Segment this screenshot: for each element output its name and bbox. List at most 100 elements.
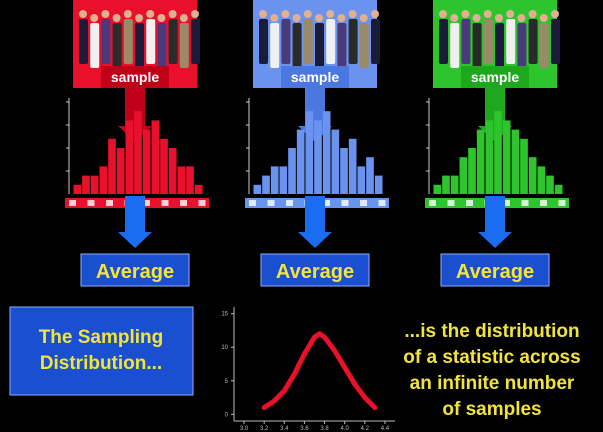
- sampling-text: The Sampling: [39, 327, 164, 348]
- hist-x-tick-box: [540, 200, 547, 206]
- person-body: [90, 23, 99, 68]
- x-tick-label: 3.2: [260, 426, 269, 432]
- person-body: [461, 19, 470, 64]
- person-body: [191, 19, 200, 64]
- person-body: [371, 19, 380, 64]
- person-body: [135, 23, 144, 68]
- person-body: [169, 19, 178, 64]
- hist-x-tick-box: [559, 200, 566, 206]
- statement-text: an infinite number: [410, 373, 575, 394]
- person-body: [270, 23, 279, 68]
- hist-bar: [143, 130, 151, 194]
- hist-bar: [262, 176, 270, 194]
- hist-bar: [271, 166, 279, 194]
- hist-x-tick-box: [379, 200, 386, 206]
- hist-bar: [555, 185, 563, 194]
- person-head: [180, 14, 188, 22]
- hist-bar: [460, 157, 468, 194]
- hist-bar: [494, 111, 502, 194]
- hist-bar: [108, 139, 116, 194]
- person-body: [281, 19, 290, 64]
- hist-x-tick-box: [429, 200, 436, 206]
- hist-x-tick-box: [88, 200, 95, 206]
- slide: sampleAveragesampleAveragesampleAverageT…: [0, 0, 603, 432]
- y-tick-label: 10: [221, 345, 228, 351]
- person-body: [326, 19, 335, 64]
- average-label: Average: [456, 261, 534, 283]
- hist-bar: [358, 166, 366, 194]
- person-head: [293, 14, 301, 22]
- hist-bar: [91, 176, 99, 194]
- sample-label: sample: [471, 69, 519, 85]
- person-body: [439, 19, 448, 64]
- hist-bar: [512, 130, 520, 194]
- person-body: [113, 23, 122, 68]
- person-body: [484, 19, 493, 64]
- hist-x-tick-box: [106, 200, 113, 206]
- person-body: [529, 19, 538, 64]
- person-body: [304, 19, 313, 64]
- hist-bar: [520, 139, 528, 194]
- sample-label: sample: [291, 69, 339, 85]
- person-head: [439, 10, 447, 18]
- person-head: [551, 10, 559, 18]
- person-body: [146, 19, 155, 64]
- sample-label: sample: [111, 69, 159, 85]
- person-body: [157, 23, 166, 68]
- hist-bar: [340, 148, 348, 194]
- person-body: [315, 23, 324, 68]
- hist-bar: [288, 148, 296, 194]
- person-head: [450, 14, 458, 22]
- person-head: [113, 14, 121, 22]
- hist-bar: [442, 176, 450, 194]
- x-tick-label: 4.0: [341, 426, 350, 432]
- statement-text: ...is the distribution: [404, 321, 579, 342]
- y-tick-label: 15: [221, 312, 228, 318]
- hist-bar: [134, 111, 142, 194]
- hist-bar: [160, 139, 168, 194]
- person-head: [90, 14, 98, 22]
- hist-bar: [503, 120, 511, 194]
- hist-bar: [349, 139, 357, 194]
- hist-bar: [375, 176, 383, 194]
- person-body: [293, 23, 302, 68]
- person-head: [540, 14, 548, 22]
- person-head: [484, 10, 492, 18]
- x-tick-label: 3.6: [300, 426, 309, 432]
- person-body: [259, 19, 268, 64]
- hist-bar: [332, 130, 340, 194]
- person-head: [270, 14, 278, 22]
- x-tick-label: 3.8: [320, 426, 329, 432]
- person-head: [315, 14, 323, 22]
- person-head: [169, 10, 177, 18]
- person-body: [360, 23, 369, 68]
- person-head: [135, 14, 143, 22]
- hist-bar: [486, 120, 494, 194]
- hist-bar: [152, 120, 160, 194]
- hist-bar: [254, 185, 262, 194]
- person-head: [157, 14, 165, 22]
- person-head: [461, 10, 469, 18]
- person-body: [337, 23, 346, 68]
- hist-bar: [306, 111, 314, 194]
- hist-bar: [477, 130, 485, 194]
- sampling-box: [10, 307, 193, 395]
- person-head: [371, 10, 379, 18]
- hist-bar: [280, 166, 288, 194]
- person-body: [101, 19, 110, 64]
- hist-bar: [297, 130, 305, 194]
- sampling-text: Distribution...: [40, 353, 162, 374]
- hist-x-tick-box: [199, 200, 206, 206]
- person-head: [101, 10, 109, 18]
- person-head: [304, 10, 312, 18]
- hist-bar: [529, 157, 537, 194]
- person-body: [551, 19, 560, 64]
- hist-bar: [538, 166, 546, 194]
- hist-bar: [100, 166, 108, 194]
- hist-x-tick-box: [522, 200, 529, 206]
- statement-text: of a statistic across: [403, 347, 580, 368]
- person-head: [517, 14, 525, 22]
- hist-bar: [186, 166, 194, 194]
- x-tick-label: 4.4: [381, 426, 390, 432]
- statement-text: of samples: [442, 399, 541, 420]
